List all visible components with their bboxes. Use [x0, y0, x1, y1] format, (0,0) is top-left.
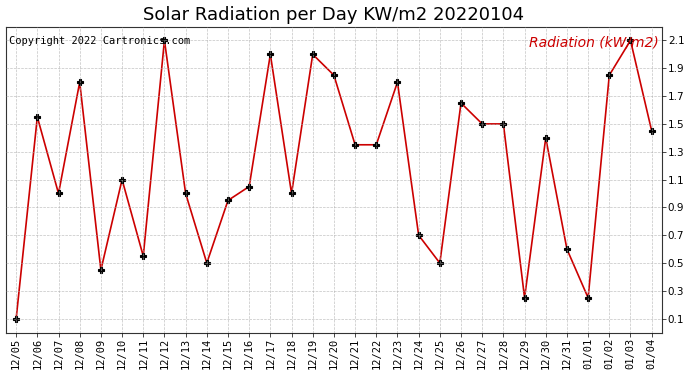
Text: Copyright 2022 Cartronics.com: Copyright 2022 Cartronics.com: [9, 36, 190, 46]
Title: Solar Radiation per Day KW/m2 20220104: Solar Radiation per Day KW/m2 20220104: [144, 6, 524, 24]
Text: Radiation (kW/m2): Radiation (kW/m2): [529, 36, 659, 50]
